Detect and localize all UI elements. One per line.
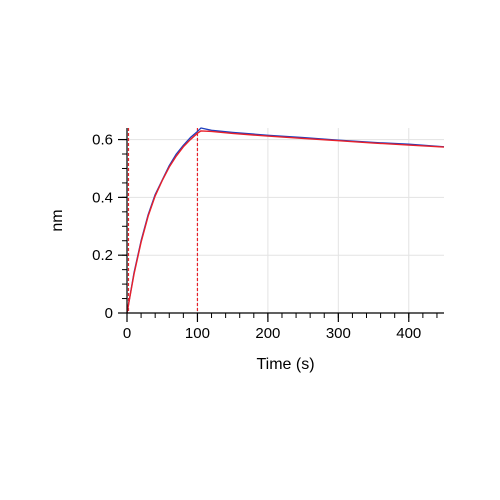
y-tick-label: 0.2: [92, 247, 113, 264]
x-axis: 0 100 200 300 400: [123, 312, 444, 342]
y-tick-label: 0.6: [92, 132, 113, 149]
vertical-markers: [127, 128, 199, 313]
data-series-line: [126, 127, 445, 314]
x-tick-label: 400: [396, 325, 421, 342]
fit-series-line: [126, 130, 445, 314]
series-lines: [126, 127, 445, 314]
x-tick-label: 300: [326, 325, 351, 342]
x-axis-title: Time (s): [256, 356, 314, 373]
x-tick-label: 200: [255, 325, 280, 342]
x-tick-label: 100: [185, 325, 210, 342]
grid-lines: [127, 128, 444, 313]
y-tick-label: 0.4: [92, 189, 113, 206]
y-tick-label: 0: [105, 305, 113, 322]
y-axis-title: nm: [49, 209, 66, 231]
x-tick-label: 0: [123, 325, 131, 342]
y-axis: 0 0.2 0.4 0.6: [92, 128, 128, 322]
